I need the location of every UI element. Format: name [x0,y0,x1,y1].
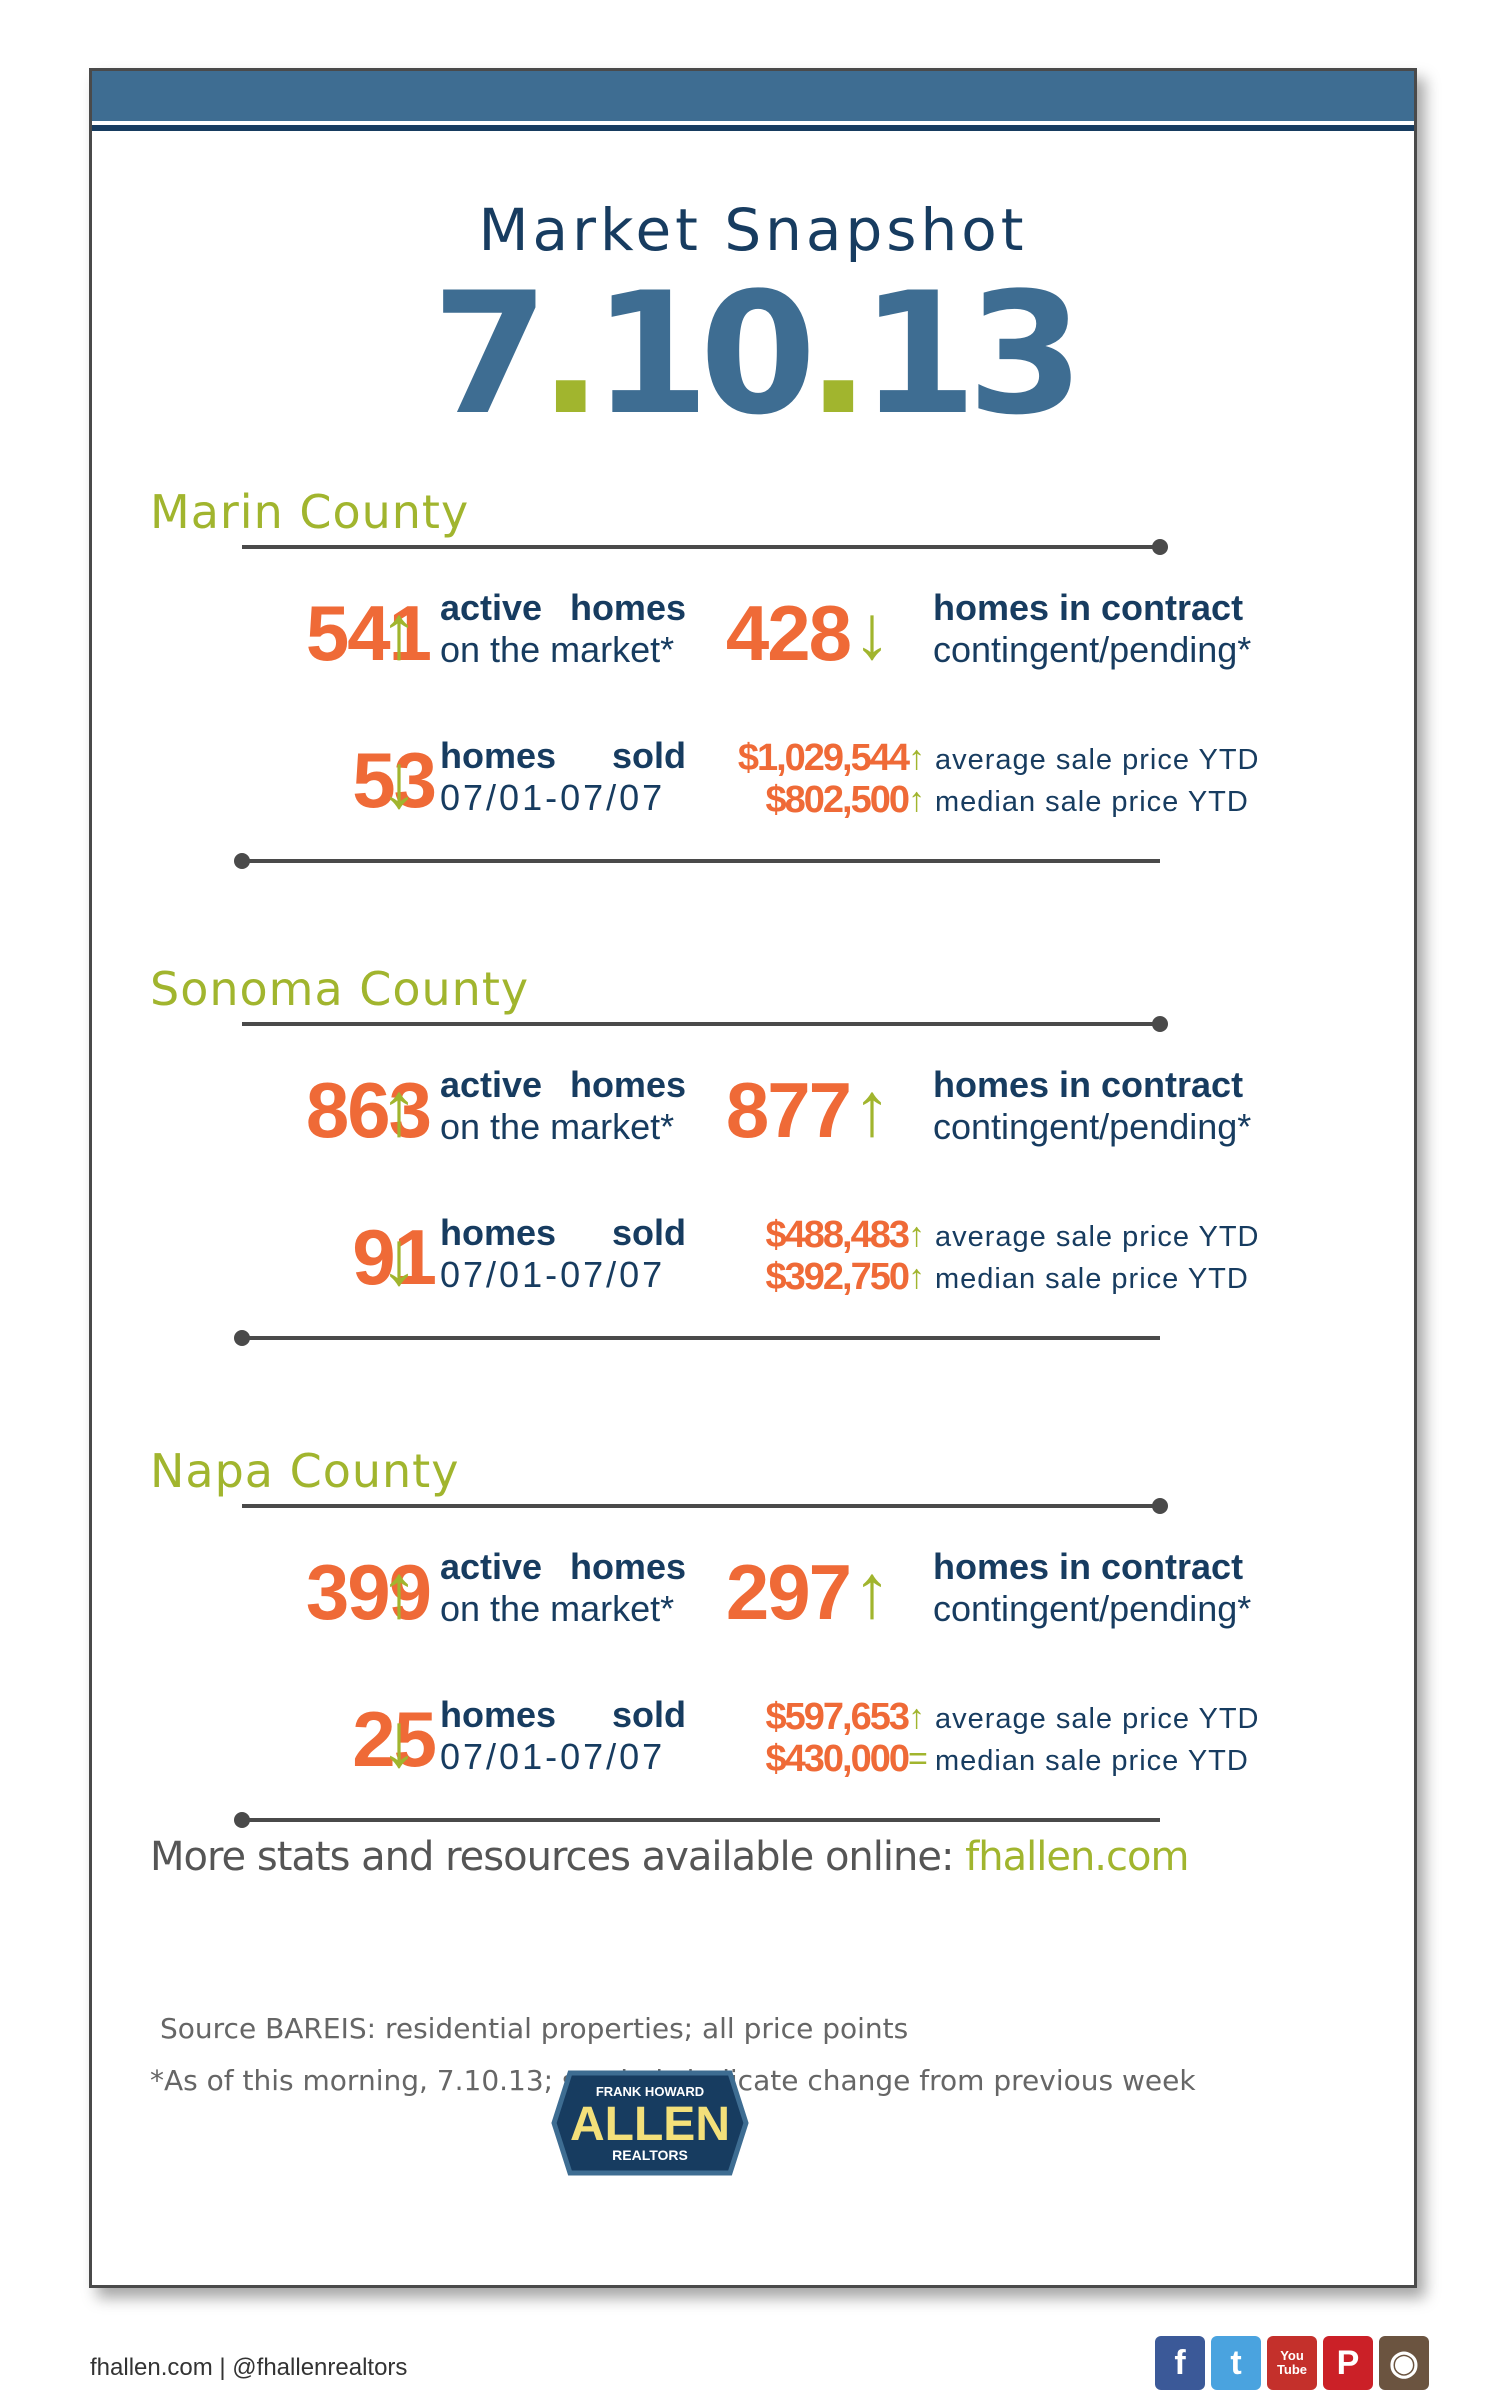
avg-price-label: average sale price YTD [935,1221,1260,1253]
logo-main-text: ALLEN [570,2098,730,2151]
contract-label: homes in contract [933,1546,1244,1587]
contract-count: 877 [725,1066,852,1154]
header-bar [92,71,1414,121]
median-trend-icon: = [908,1740,928,1778]
median-trend-icon: ↑ [908,781,925,819]
county-section: Napa County 399 ↑ active homes on the mar… [150,1444,1268,1864]
section-top-rule [242,1016,1168,1032]
county-name: Sonoma County [150,962,530,1016]
logo-bottom-text: REALTORS [612,2147,688,2163]
section-bottom-rule [234,1330,1160,1346]
contract-trend-icon: ↓ [853,590,891,675]
logo-top-text: FRANK HOWARD [596,2084,704,2099]
avg-price: $488,483 [765,1214,911,1256]
avg-price: $1,029,544 [737,737,910,779]
contract-trend-icon: ↑ [853,1549,891,1634]
sold-sublabel: 07/01-07/07 [440,777,666,818]
active-sublabel: on the market* [440,1106,675,1147]
active-trend-icon: ↑ [380,1067,418,1152]
sold-label: homes sold [440,735,686,776]
section-bottom-rule [234,853,1160,869]
contract-sublabel: contingent/pending* [933,1588,1252,1629]
avg-trend-icon: ↑ [908,739,925,777]
section-top-rule [242,539,1168,555]
header-rule [92,125,1414,131]
footer-text: fhallen.com | @fhallenrealtors [90,2354,408,2381]
snapshot-date: 7.10.13 [431,256,1084,452]
contract-count: 428 [725,589,852,677]
active-count: 863 [305,1066,432,1154]
active-sublabel: on the market* [440,629,675,670]
youtube-icon[interactable]: You Tube [1267,2336,1317,2390]
instagram-icon[interactable]: ◉ [1379,2336,1429,2390]
company-logo: FRANK HOWARD ALLEN REALTORS [550,2058,750,2188]
sold-count: 91 [352,1213,437,1301]
sold-count: 25 [352,1695,437,1783]
active-trend-icon: ↑ [380,590,418,675]
sold-trend-icon: ↓ [380,739,418,824]
avg-price: $597,653 [765,1696,911,1738]
twitter-icon[interactable]: t [1211,2336,1261,2390]
county-name: Napa County [150,1444,460,1498]
sold-trend-icon: ↓ [380,1216,418,1301]
website-link[interactable]: fhallen.com [965,1834,1189,1880]
pinterest-icon[interactable]: P [1323,2336,1373,2390]
contract-label: homes in contract [933,587,1244,628]
avg-price-label: average sale price YTD [935,1703,1260,1735]
page-title: Market Snapshot [478,196,1028,264]
active-label: active homes [440,1064,686,1105]
median-price-label: median sale price YTD [935,1263,1249,1295]
facebook-icon[interactable]: f [1155,2336,1205,2390]
median-price: $392,750 [765,1256,911,1298]
median-trend-icon: ↑ [908,1258,925,1296]
sold-trend-icon: ↓ [380,1698,418,1783]
sold-sublabel: 07/01-07/07 [440,1254,666,1295]
active-count: 399 [305,1548,432,1636]
contract-sublabel: contingent/pending* [933,629,1252,670]
avg-price-label: average sale price YTD [935,744,1260,776]
contract-label: homes in contract [933,1064,1244,1105]
county-section: Sonoma County 863 ↑ active homes on the m… [150,962,1268,1382]
median-price-label: median sale price YTD [935,1745,1249,1777]
active-sublabel: on the market* [440,1588,675,1629]
sold-count: 53 [352,736,437,824]
sold-label: homes sold [440,1694,686,1735]
active-count: 541 [305,589,432,677]
more-stats-line: More stats and resources available onlin… [150,1834,1189,1880]
contract-trend-icon: ↑ [853,1067,891,1152]
avg-trend-icon: ↑ [908,1698,925,1736]
county-section: Marin County 541 ↑ active homes on the ma… [150,485,1268,905]
sold-label: homes sold [440,1212,686,1253]
active-label: active homes [440,1546,686,1587]
contract-sublabel: contingent/pending* [933,1106,1252,1147]
infographic-card: Market Snapshot 7.10.13 [89,68,1417,2288]
active-trend-icon: ↑ [380,1549,418,1634]
contract-count: 297 [725,1548,852,1636]
county-name: Marin County [150,485,470,539]
sold-sublabel: 07/01-07/07 [440,1736,666,1777]
section-bottom-rule [234,1812,1160,1828]
logo-badge-icon: FRANK HOWARD ALLEN REALTORS [551,2070,749,2176]
avg-trend-icon: ↑ [908,1216,925,1254]
median-price: $802,500 [765,779,911,821]
source-note: Source BAREIS: residential properties; a… [160,2012,909,2045]
active-label: active homes [440,587,686,628]
median-price: $430,000 [765,1738,911,1780]
median-price-label: median sale price YTD [935,786,1249,818]
section-top-rule [242,1498,1168,1514]
